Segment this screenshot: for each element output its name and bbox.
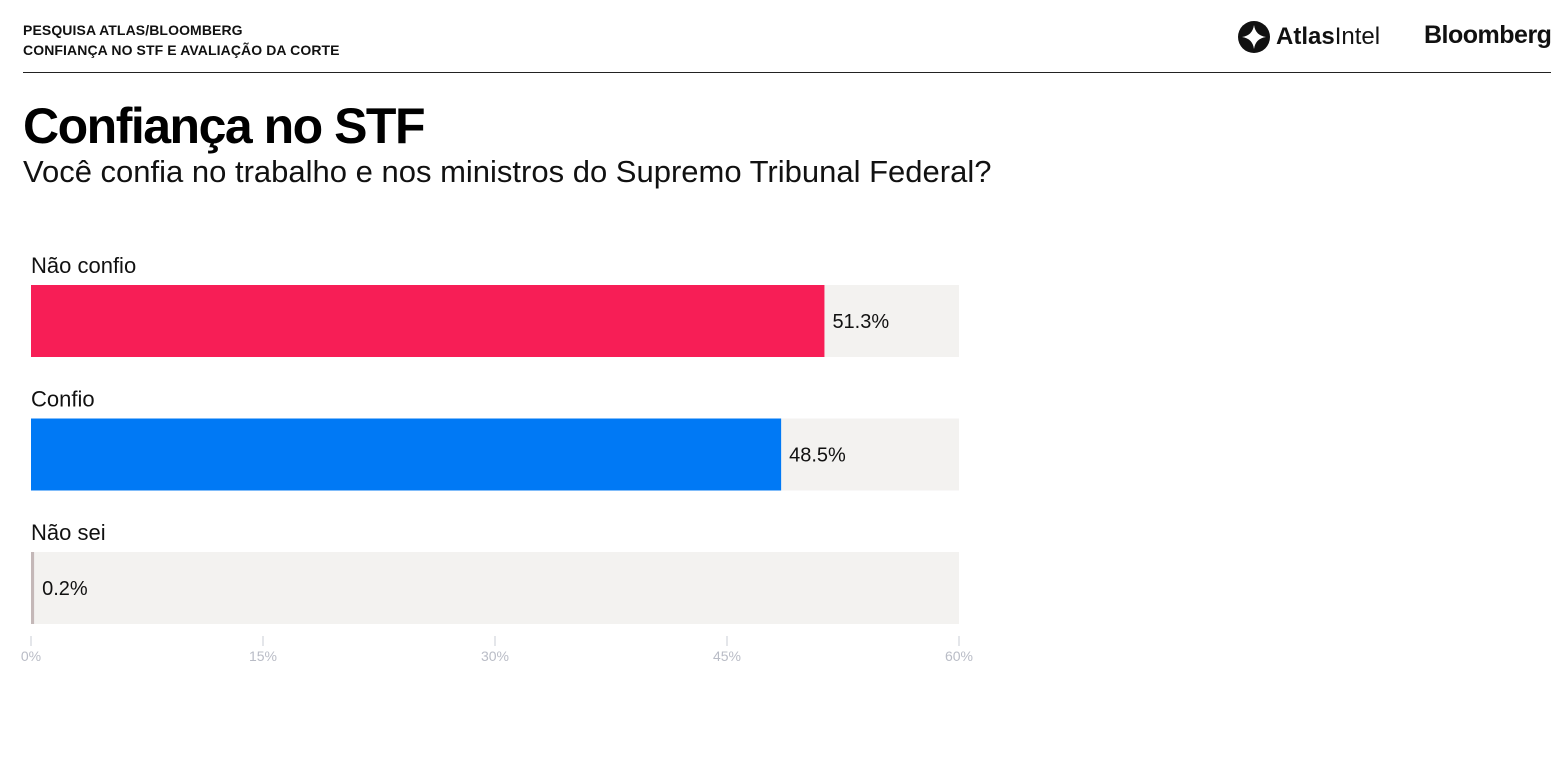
atlasintel-mark-icon: [1238, 21, 1270, 53]
x-tick-label-60: 60%: [945, 648, 973, 664]
kicker-line-survey: PESQUISA ATLAS/BLOOMBERG: [23, 22, 243, 38]
bar-label-nao-sei: Não sei: [31, 520, 106, 545]
atlasintel-logo-bold: Atlas: [1276, 23, 1335, 50]
bar-confio: [31, 418, 782, 491]
value-label-confio: 48.5%: [789, 445, 846, 467]
atlasintel-logo: AtlasIntel: [1238, 20, 1380, 54]
x-tick-label-45: 45%: [713, 648, 741, 664]
value-label-nao-sei: 0.2%: [42, 578, 88, 600]
bar-nao-confio: [31, 285, 825, 357]
bar-label-confio: Confio: [31, 387, 95, 412]
chart-subtitle: Você confia no trabalho e nos ministros …: [23, 154, 992, 189]
atlasintel-logo-light: Intel: [1334, 23, 1381, 50]
kicker-line-topic: CONFIANÇA NO STF E AVALIAÇÃO DA CORTE: [23, 42, 340, 58]
x-tick-label-0: 0%: [21, 648, 41, 664]
bloomberg-logo: Bloomberg: [1424, 21, 1552, 49]
chart-title: Confiança no STF: [23, 98, 426, 154]
x-tick-label-30: 30%: [481, 648, 509, 664]
x-tick-label-15: 15%: [249, 648, 277, 664]
value-label-nao-confio: 51.3%: [832, 311, 889, 333]
bar-label-nao-confio: Não confio: [31, 253, 136, 278]
bar-nao-sei: [31, 552, 35, 624]
kicker: PESQUISA ATLAS/BLOOMBERG CONFIANÇA NO ST…: [23, 20, 340, 60]
header-divider: [23, 72, 1551, 73]
bar-track-nao-sei: [31, 552, 959, 624]
